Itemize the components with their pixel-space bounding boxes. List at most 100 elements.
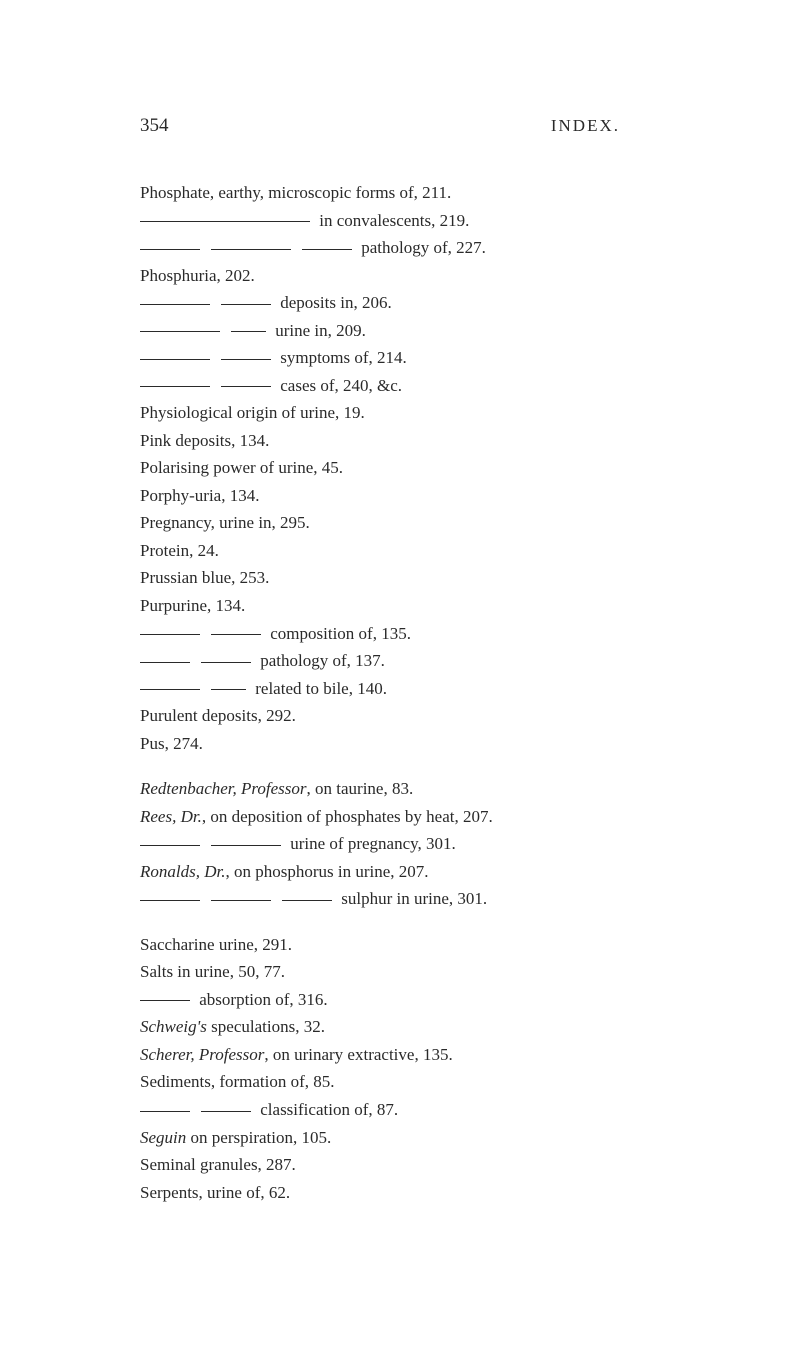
entry-text: Phosphuria, 202. (140, 266, 255, 285)
em-dash-rule (140, 662, 190, 663)
index-entry: Prussian blue, 253. (140, 564, 685, 592)
index-entry: Phosphuria, 202. (140, 262, 685, 290)
entry-text: pathology of, 137. (256, 651, 385, 670)
entry-text: related to bile, 140. (251, 679, 387, 698)
entry-text: Pus, 274. (140, 734, 203, 753)
entry-italic-lead: Seguin (140, 1128, 186, 1147)
entry-text: symptoms of, 214. (276, 348, 407, 367)
em-dash-rule (140, 386, 210, 387)
em-dash-rule (302, 249, 352, 250)
em-dash-rule (221, 386, 271, 387)
entry-text: , on taurine, 83. (307, 779, 414, 798)
entry-text: Prussian blue, 253. (140, 568, 269, 587)
index-entry: Physiological origin of urine, 19. (140, 399, 685, 427)
entry-text: Purpurine, 134. (140, 596, 245, 615)
em-dash-rule (140, 900, 200, 901)
em-dash-rule (140, 304, 210, 305)
em-dash-rule (211, 634, 261, 635)
em-dash-rule (140, 1111, 190, 1112)
entry-text: Seminal granules, 287. (140, 1155, 296, 1174)
index-entry: in convalescents, 219. (140, 207, 685, 235)
index-entry: Polarising power of urine, 45. (140, 454, 685, 482)
em-dash-rule (140, 221, 310, 222)
entry-text: Serpents, urine of, 62. (140, 1183, 290, 1202)
index-entry: Salts in urine, 50, 77. (140, 958, 685, 986)
index-entry: Redtenbacher, Professor, on taurine, 83. (140, 775, 685, 803)
em-dash-rule (211, 900, 271, 901)
em-dash-rule (231, 331, 266, 332)
entry-italic-lead: Ronalds, Dr. (140, 862, 225, 881)
index-entry: pathology of, 227. (140, 234, 685, 262)
entry-text: , on deposition of phosphates by heat, 2… (202, 807, 493, 826)
entry-text: absorption of, 316. (195, 990, 328, 1009)
index-entry: pathology of, 137. (140, 647, 685, 675)
index-entry: deposits in, 206. (140, 289, 685, 317)
index-entry: Seguin on perspiration, 105. (140, 1124, 685, 1152)
entry-text: Salts in urine, 50, 77. (140, 962, 285, 981)
em-dash-rule (140, 331, 220, 332)
index-entry: related to bile, 140. (140, 675, 685, 703)
entry-text: speculations, 32. (207, 1017, 325, 1036)
entry-text: Sediments, formation of, 85. (140, 1072, 335, 1091)
section-break (140, 757, 685, 775)
entry-text: cases of, 240, &c. (276, 376, 402, 395)
index-entry: Purulent deposits, 292. (140, 702, 685, 730)
index-entry: cases of, 240, &c. (140, 372, 685, 400)
entry-text: composition of, 135. (266, 624, 411, 643)
em-dash-rule (201, 1111, 251, 1112)
em-dash-rule (221, 304, 271, 305)
index-entry: Porphy-uria, 134. (140, 482, 685, 510)
index-entry: Pus, 274. (140, 730, 685, 758)
index-entry: Ronalds, Dr., on phosphorus in urine, 20… (140, 858, 685, 886)
index-entry: Protein, 24. (140, 537, 685, 565)
entry-text: Phosphate, earthy, microscopic forms of,… (140, 183, 451, 202)
index-entry: Purpurine, 134. (140, 592, 685, 620)
em-dash-rule (140, 1000, 190, 1001)
em-dash-rule (211, 689, 246, 690)
entry-italic-lead: Scherer, Professor (140, 1045, 264, 1064)
entry-text: classification of, 87. (256, 1100, 398, 1119)
entry-text: , on urinary extractive, 135. (264, 1045, 452, 1064)
index-entry: urine of pregnancy, 301. (140, 830, 685, 858)
entry-italic-lead: Rees, Dr. (140, 807, 202, 826)
index-entry: Serpents, urine of, 62. (140, 1179, 685, 1207)
index-entry: absorption of, 316. (140, 986, 685, 1014)
em-dash-rule (282, 900, 332, 901)
entry-text: Physiological origin of urine, 19. (140, 403, 365, 422)
entry-text: deposits in, 206. (276, 293, 392, 312)
entry-text: on perspiration, 105. (186, 1128, 331, 1147)
index-entry: Sediments, formation of, 85. (140, 1068, 685, 1096)
index-entry: Saccharine urine, 291. (140, 931, 685, 959)
entry-text: urine of pregnancy, 301. (286, 834, 456, 853)
index-entry: Phosphate, earthy, microscopic forms of,… (140, 179, 685, 207)
index-entry: urine in, 209. (140, 317, 685, 345)
index-entry: sulphur in urine, 301. (140, 885, 685, 913)
index-entry: Rees, Dr., on deposition of phosphates b… (140, 803, 685, 831)
index-entry: symptoms of, 214. (140, 344, 685, 372)
entry-text: Polarising power of urine, 45. (140, 458, 343, 477)
em-dash-rule (211, 249, 291, 250)
entry-text: pathology of, 227. (357, 238, 486, 257)
em-dash-rule (211, 845, 281, 846)
entry-text: Pregnancy, urine in, 295. (140, 513, 310, 532)
entry-text: Pink deposits, 134. (140, 431, 269, 450)
index-entry: Pregnancy, urine in, 295. (140, 509, 685, 537)
em-dash-rule (140, 359, 210, 360)
page-number: 354 (140, 115, 169, 137)
em-dash-rule (140, 689, 200, 690)
index-entry: Seminal granules, 287. (140, 1151, 685, 1179)
em-dash-rule (140, 845, 200, 846)
page-header: 354 INDEX. (140, 115, 685, 137)
index-entry: Scherer, Professor, on urinary extractiv… (140, 1041, 685, 1069)
entry-italic-lead: Redtenbacher, Professor (140, 779, 307, 798)
entry-text: , on phosphorus in urine, 207. (225, 862, 428, 881)
em-dash-rule (140, 634, 200, 635)
em-dash-rule (140, 249, 200, 250)
entry-italic-lead: Schweig's (140, 1017, 207, 1036)
entry-text: in convalescents, 219. (315, 211, 469, 230)
section-break (140, 913, 685, 931)
index-entry: Pink deposits, 134. (140, 427, 685, 455)
index-entry: classification of, 87. (140, 1096, 685, 1124)
em-dash-rule (221, 359, 271, 360)
page-title: INDEX. (551, 116, 620, 136)
